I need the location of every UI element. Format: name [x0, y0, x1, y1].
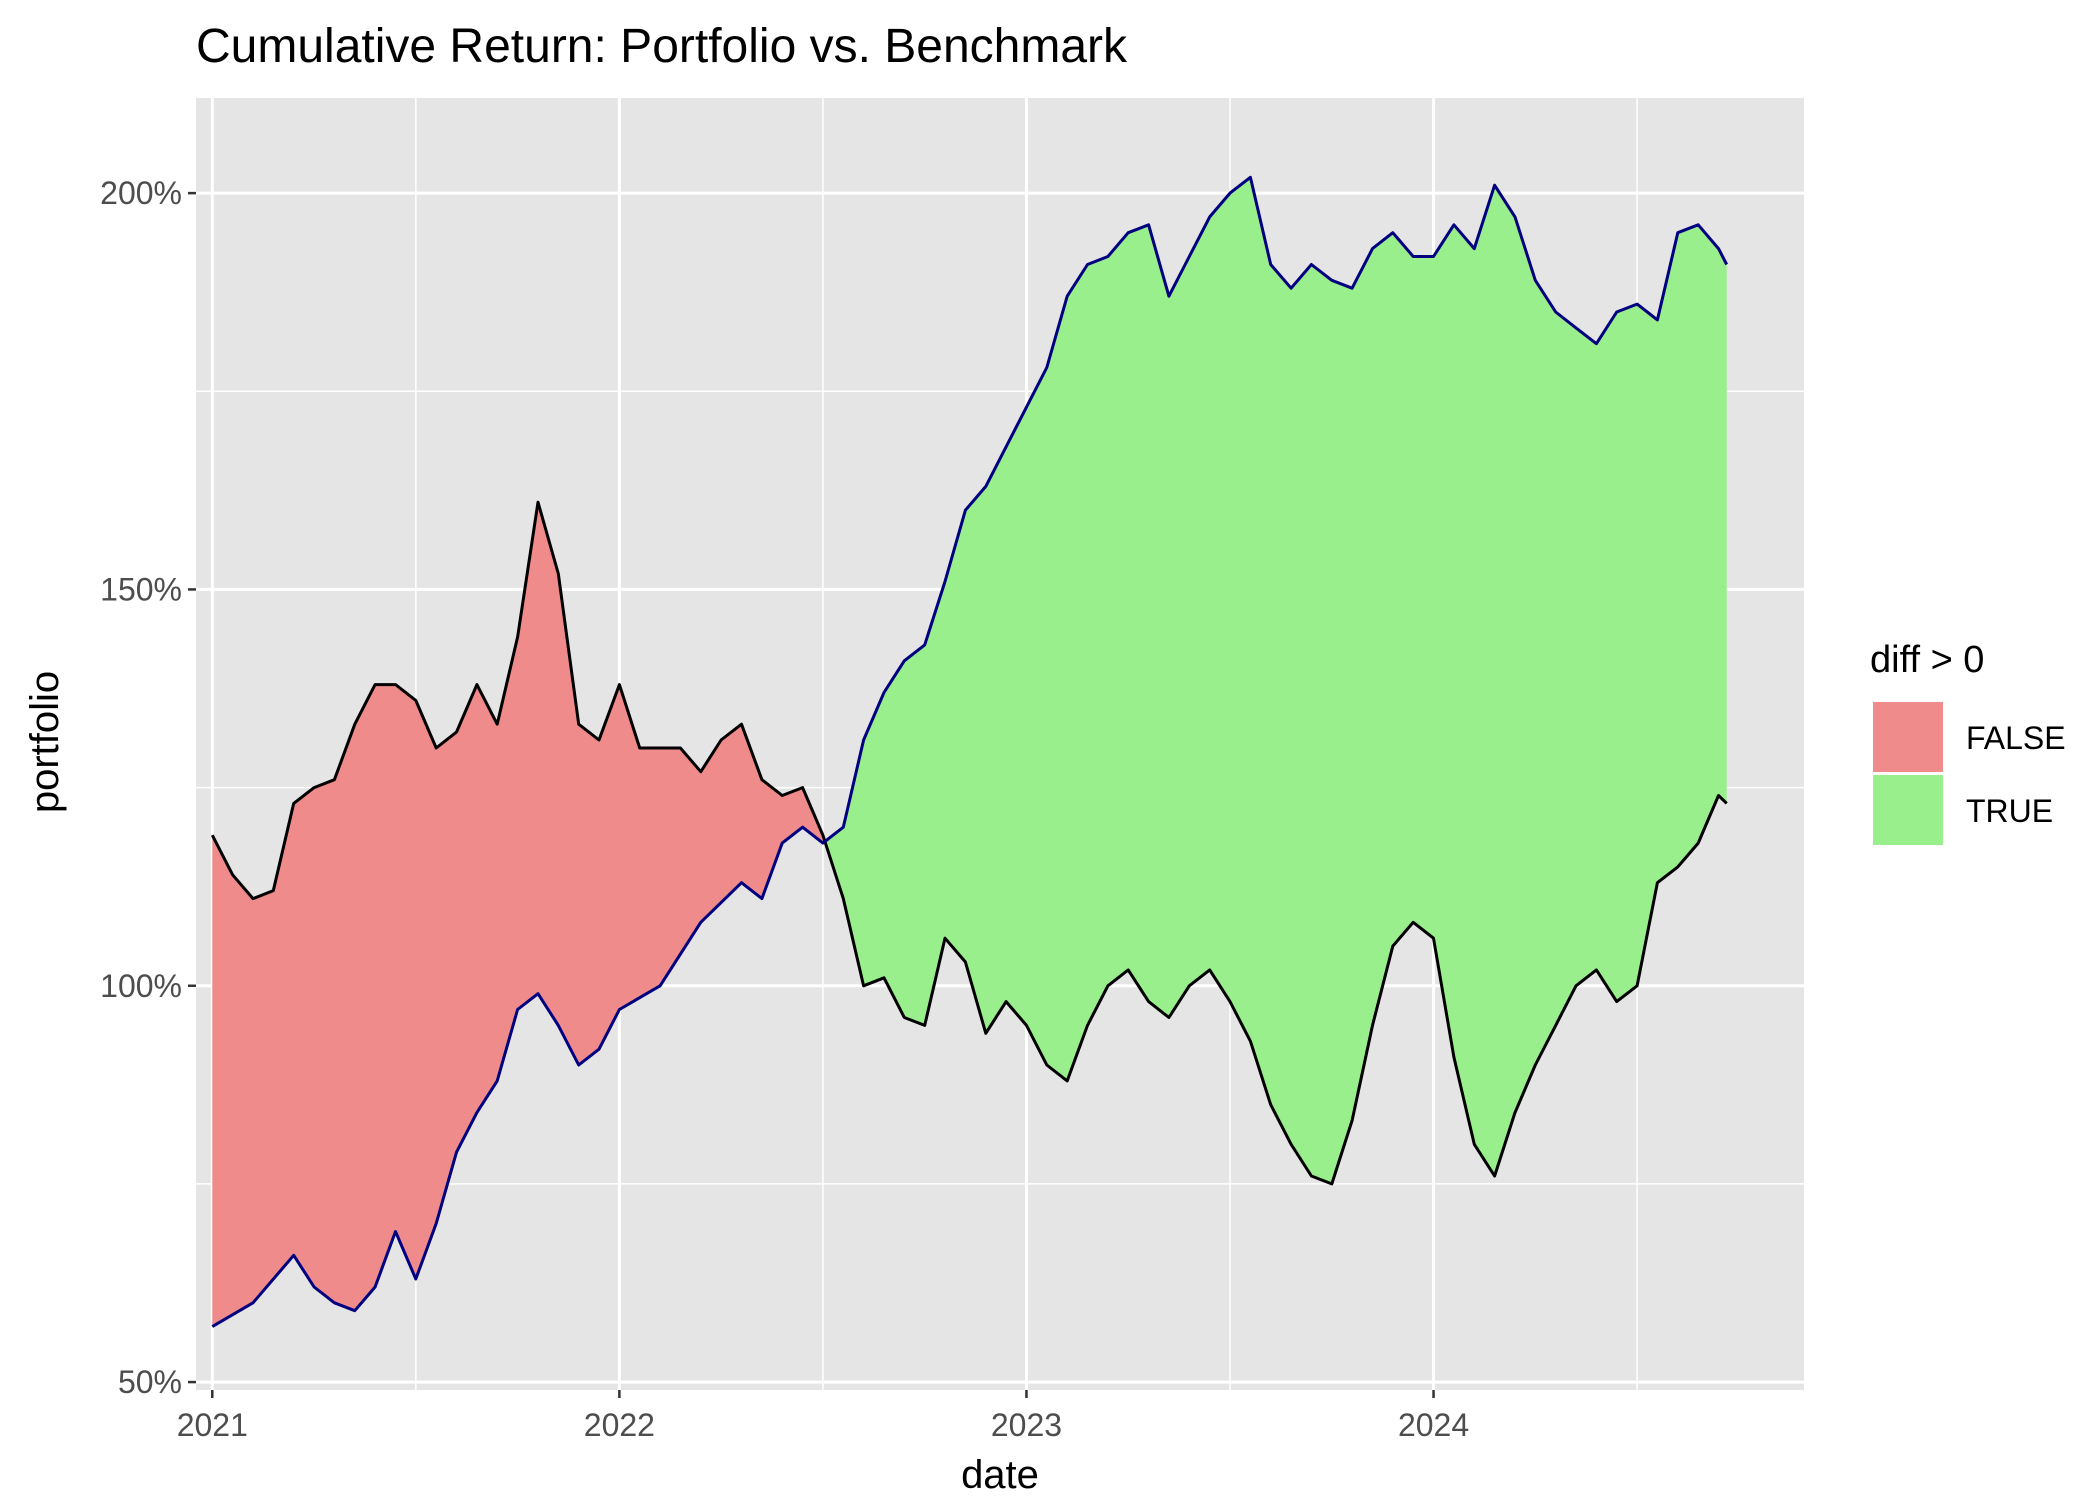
y-tick-label-0: 50% — [118, 1364, 182, 1400]
legend: diff > 0 FALSE TRUE — [1870, 639, 2066, 845]
y-axis-title: portfolio — [23, 671, 67, 813]
legend-key-false — [1873, 702, 1943, 772]
x-axis-title: date — [961, 1453, 1039, 1497]
y-tick-label-1: 100% — [100, 968, 182, 1004]
y-tick-label-2: 150% — [100, 571, 182, 607]
y-tick-label-3: 200% — [100, 175, 182, 211]
legend-title: diff > 0 — [1870, 639, 1984, 681]
chart-title: Cumulative Return: Portfolio vs. Benchma… — [196, 20, 1128, 73]
x-tick-label-2: 2023 — [991, 1407, 1062, 1443]
x-tick-label-1: 2022 — [584, 1407, 655, 1443]
legend-label-true: TRUE — [1966, 793, 2053, 829]
legend-label-false: FALSE — [1966, 720, 2066, 756]
legend-key-true — [1873, 775, 1943, 845]
x-tick-label-0: 2021 — [177, 1407, 248, 1443]
x-tick-label-3: 2024 — [1398, 1407, 1469, 1443]
